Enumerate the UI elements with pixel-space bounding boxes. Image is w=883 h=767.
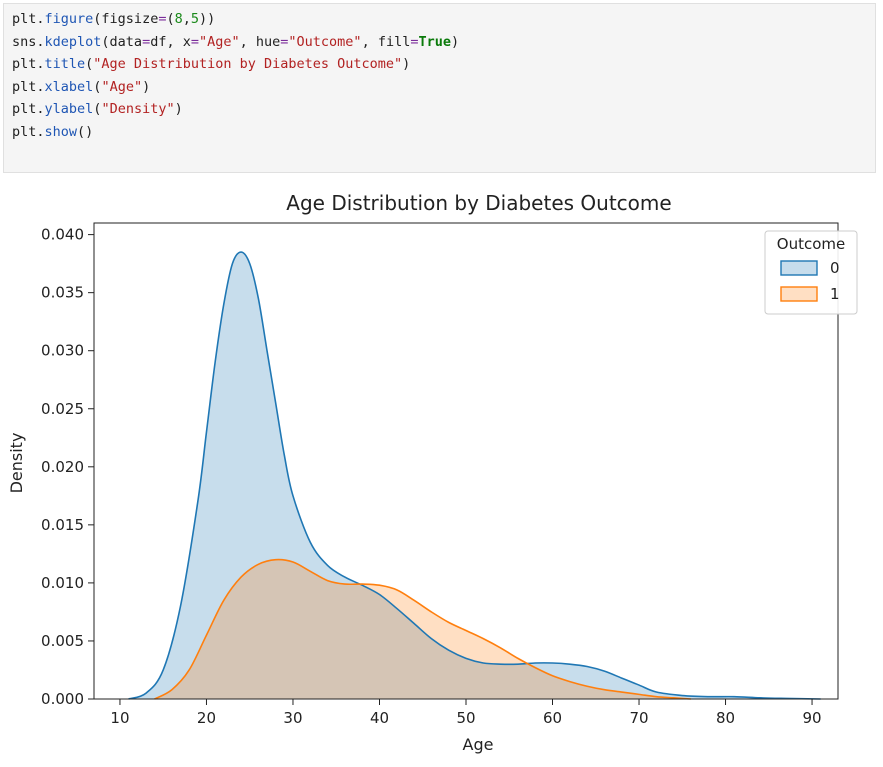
series-0-area xyxy=(128,252,821,699)
series-1-line xyxy=(154,558,691,700)
code-token: , xyxy=(182,11,191,27)
code-token: ) xyxy=(174,101,183,118)
code-token: plt. xyxy=(12,124,45,140)
legend-frame xyxy=(764,230,858,315)
y-tick-label: 0.040 xyxy=(41,226,84,244)
code-token: plt. xyxy=(12,11,45,27)
code-token: = xyxy=(158,11,167,27)
code-token: "Outcome" xyxy=(288,33,362,50)
x-tick-label: 90 xyxy=(802,709,821,727)
code-token: True xyxy=(418,33,451,50)
legend-label-0: 0 xyxy=(830,259,840,277)
code-token: "Age" xyxy=(198,33,240,50)
code-token: figure xyxy=(44,11,94,27)
code-token: "Age Distribution by Diabetes Outcome" xyxy=(93,56,403,73)
code-token: title xyxy=(44,56,86,73)
chart-title: Age Distribution by Diabetes Outcome xyxy=(286,191,671,215)
code-token: )) xyxy=(199,11,216,27)
series-1-area xyxy=(154,559,691,699)
code-line: sns.kdeplot(data=df, x="Age", hue="Outco… xyxy=(12,31,459,53)
y-tick-label: 0.005 xyxy=(41,632,84,650)
x-tick-label: 10 xyxy=(110,709,129,727)
code-token: , fill xyxy=(361,33,411,50)
code-token: 8 xyxy=(174,11,183,27)
code-line: plt.show() xyxy=(12,121,93,143)
code-token: ) xyxy=(451,33,460,50)
code-token: ylabel xyxy=(44,101,94,118)
code-line: plt.ylabel("Density") xyxy=(12,98,183,120)
code-token: ( xyxy=(93,78,102,95)
y-tick-label: 0.015 xyxy=(41,516,84,534)
kde-chart: Age Distribution by Diabetes Outcome Den… xyxy=(7,191,858,754)
code-token: "Density" xyxy=(101,101,175,118)
legend: Outcome 0 1 xyxy=(764,230,858,315)
y-tick-label: 0.020 xyxy=(41,458,84,476)
y-tick-label: 0.025 xyxy=(41,400,84,418)
x-tick-label: 70 xyxy=(629,709,648,727)
code-token: () xyxy=(77,124,94,140)
code-token: show xyxy=(44,124,78,140)
y-tick-label: 0.000 xyxy=(41,690,84,708)
legend-label-1: 1 xyxy=(830,285,840,303)
x-tick-label: 50 xyxy=(456,709,475,727)
code-token: 5 xyxy=(190,11,200,27)
series-0-line xyxy=(128,251,821,700)
x-axis-label: Age xyxy=(463,735,494,754)
code-token: (data xyxy=(101,33,143,50)
code-token: = xyxy=(280,33,289,50)
x-tick-label: 60 xyxy=(543,709,562,727)
code-token: plt. xyxy=(12,78,45,95)
code-token: (figsize xyxy=(93,11,159,27)
code-token: ) xyxy=(142,78,151,95)
code-cell[interactable]: plt.figure(figsize=(8,5)) sns.kdeplot(dat… xyxy=(3,3,876,173)
code-line: plt.xlabel("Age") xyxy=(12,76,150,98)
code-token: = xyxy=(410,33,419,50)
x-tick-label: 80 xyxy=(716,709,735,727)
y-tick-label: 0.035 xyxy=(41,284,84,302)
legend-swatch-1 xyxy=(780,286,818,302)
code-token: df, x xyxy=(150,33,191,50)
code-token: "Age" xyxy=(101,78,143,95)
code-token: ( xyxy=(93,101,102,118)
code-token: ( xyxy=(166,11,175,27)
code-token: plt. xyxy=(12,56,45,73)
code-token: plt. xyxy=(12,101,45,118)
code-token: ( xyxy=(85,56,94,73)
x-tick-label: 20 xyxy=(197,709,216,727)
y-axis-label: Density xyxy=(7,433,26,494)
y-tick-label: 0.030 xyxy=(41,342,84,360)
x-tick-label: 30 xyxy=(283,709,302,727)
code-token: = xyxy=(142,33,151,50)
code-line: plt.title("Age Distribution by Diabetes … xyxy=(12,53,410,75)
code-token: xlabel xyxy=(44,78,94,95)
y-tick-label: 0.010 xyxy=(41,574,84,592)
legend-title: Outcome xyxy=(777,235,845,253)
legend-swatch-0 xyxy=(780,260,818,276)
x-tick-label: 40 xyxy=(370,709,389,727)
code-token: = xyxy=(190,33,199,50)
code-token: sns. xyxy=(12,33,45,50)
code-token: ) xyxy=(402,56,411,73)
code-token: , hue xyxy=(239,33,281,50)
code-token: kdeplot xyxy=(44,33,102,50)
code-line: plt.figure(figsize=(8,5)) xyxy=(12,8,215,30)
